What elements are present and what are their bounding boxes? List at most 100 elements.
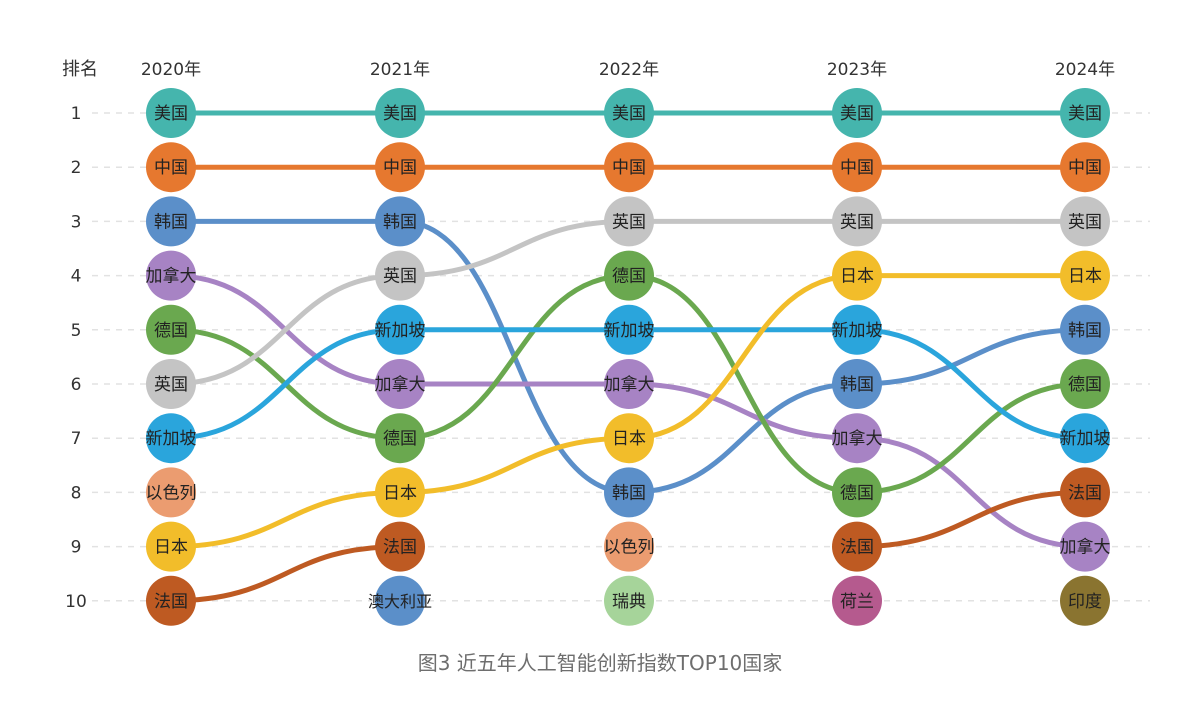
rank-node [832, 359, 882, 409]
node-label: 法国 [1068, 483, 1102, 503]
rank-node [604, 250, 654, 301]
node-label: 德国 [612, 267, 646, 287]
rank-label: 3 [71, 212, 82, 232]
node-label: 美国 [383, 104, 417, 124]
rank-node [375, 575, 425, 626]
rank-node [375, 250, 425, 301]
rank-node [1060, 359, 1110, 409]
rank-node [604, 142, 654, 193]
node-label: 中国 [154, 158, 188, 178]
node-label: 德国 [154, 321, 188, 341]
node-label: 日本 [383, 483, 417, 503]
rank-node [146, 88, 196, 138]
rank-node [1060, 575, 1110, 626]
rank-nodes: 美国中国韩国加拿大德国英国新加坡以色列日本法国美国中国韩国英国新加坡加拿大德国日… [146, 88, 1111, 626]
rank-node [375, 142, 425, 193]
node-label: 中国 [383, 158, 417, 178]
rank-label: 10 [65, 592, 87, 612]
series-line-segment [854, 435, 1088, 550]
series-line-segment [168, 273, 403, 387]
series-line-segment [397, 273, 632, 441]
rank-header: 排名 [62, 59, 98, 80]
figure-caption: 图3 近五年人工智能创新指数TOP10国家 [417, 651, 783, 675]
rank-node [146, 304, 196, 355]
series-line-segment [168, 489, 403, 550]
node-label: 韩国 [383, 212, 417, 232]
year-header: 2022年 [599, 60, 659, 80]
series-line-segment [626, 381, 860, 495]
series-line-segment [626, 273, 860, 495]
rank-node [375, 304, 425, 355]
node-label: 中国 [1068, 158, 1102, 178]
rank-node [375, 196, 425, 247]
rank-node [604, 413, 654, 464]
node-label: 以色列 [146, 483, 197, 503]
node-label: 英国 [840, 212, 874, 232]
node-label: 英国 [154, 375, 188, 395]
rank-node [832, 521, 882, 572]
node-label: 美国 [154, 104, 188, 124]
node-label: 日本 [1068, 267, 1102, 287]
node-label: 加拿大 [832, 428, 883, 449]
node-label: 瑞典 [612, 592, 646, 612]
year-header: 2020年 [141, 60, 201, 80]
year-header: 2024年 [1055, 60, 1115, 80]
series-line-segment [168, 327, 403, 441]
node-label: 中国 [840, 158, 874, 178]
year-header: 2021年 [370, 60, 430, 80]
rank-node [832, 196, 882, 247]
node-label: 美国 [840, 104, 874, 124]
node-label: 英国 [612, 212, 646, 232]
rank-node [604, 88, 654, 138]
node-label: 日本 [840, 267, 874, 287]
axis-labels: 排名 1 2 3 4 5 6 7 8 9 10 2020年 2021年 2022年 2023年 2024年 [62, 59, 1115, 612]
rank-node [375, 521, 425, 572]
series-line-segment [854, 327, 1088, 387]
node-label: 德国 [1068, 375, 1102, 395]
series-line-segment [397, 435, 632, 495]
rank-node [375, 413, 425, 464]
rank-label: 1 [71, 104, 82, 124]
rank-node [146, 467, 196, 518]
series-line-segment [626, 273, 860, 441]
rank-node [1060, 304, 1110, 355]
node-label: 加拿大 [604, 374, 655, 395]
node-label: 法国 [383, 538, 417, 558]
node-label: 荷兰 [840, 592, 874, 612]
rank-node [146, 359, 196, 409]
node-label: 加拿大 [146, 266, 197, 287]
rank-label: 9 [71, 538, 82, 558]
node-label: 韩国 [612, 483, 646, 503]
series-line-segment [626, 381, 860, 441]
rank-node [146, 413, 196, 464]
node-label: 韩国 [840, 375, 874, 395]
node-label: 美国 [612, 104, 646, 124]
series-line-segment [397, 218, 632, 279]
rank-node [832, 88, 882, 138]
rank-node [1060, 521, 1110, 572]
node-label: 英国 [1068, 212, 1102, 232]
node-label: 英国 [383, 267, 417, 287]
rank-node [832, 250, 882, 301]
series-line-segment [854, 327, 1088, 441]
node-label: 以色列 [604, 538, 655, 558]
rank-label: 6 [71, 375, 82, 395]
node-label: 韩国 [1068, 321, 1102, 341]
node-label: 日本 [154, 538, 188, 558]
rank-node [146, 142, 196, 193]
rank-label: 8 [71, 483, 82, 503]
rank-label: 2 [71, 158, 82, 178]
rank-label: 5 [71, 321, 82, 341]
rank-label: 4 [71, 267, 82, 287]
node-label: 新加坡 [146, 429, 197, 449]
rank-node [1060, 196, 1110, 247]
node-label: 德国 [383, 429, 417, 449]
rank-node [1060, 250, 1110, 301]
rank-node [1060, 413, 1110, 464]
rank-node [375, 359, 425, 409]
rank-node [604, 467, 654, 518]
series-line-segment [854, 381, 1088, 495]
rank-node [146, 250, 196, 301]
node-label: 韩国 [154, 212, 188, 232]
rank-node [604, 304, 654, 355]
